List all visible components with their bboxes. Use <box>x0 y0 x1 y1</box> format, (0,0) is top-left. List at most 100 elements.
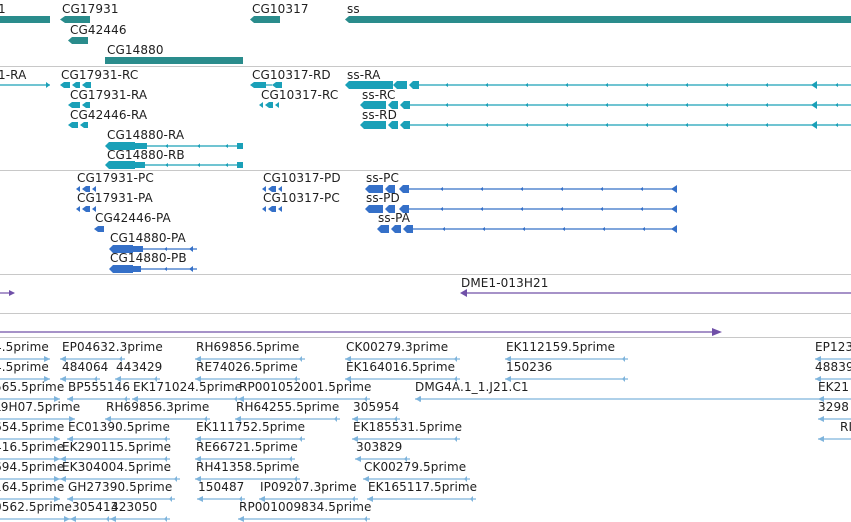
feature-label: CG10317-PC <box>263 191 340 205</box>
est-span-arrow-icon <box>0 516 70 522</box>
feature-label: 48839 <box>815 360 851 374</box>
feature-label: EC01390.5prime <box>68 420 170 434</box>
est-end-marker <box>204 416 207 422</box>
est-span-arrow-icon <box>67 436 170 442</box>
est-direction-arrowhead <box>115 376 121 382</box>
feature-label: 4.5prime <box>0 360 49 374</box>
clone-span-with-arrowhead-icon <box>460 289 851 297</box>
feature-label: 1-RA <box>0 68 27 82</box>
est-span-arrow-icon <box>195 456 295 462</box>
feature-label: ss-RD <box>362 108 397 122</box>
est-end-marker <box>470 496 473 502</box>
est-span-arrow-icon <box>60 376 100 382</box>
est-direction-arrowhead <box>505 356 511 362</box>
est-span-arrow-icon <box>0 436 60 442</box>
feature-label: RH69856.5prime <box>196 340 300 354</box>
feature-label: ss-RC <box>362 88 396 102</box>
transcript-with-direction-arrows-icon <box>76 186 96 192</box>
est-direction-arrowhead <box>54 396 60 402</box>
est-direction-arrowhead <box>67 436 73 442</box>
est-direction-arrowhead <box>54 496 60 502</box>
est-end-marker <box>294 376 297 382</box>
feature-label: CG10317-PD <box>263 171 341 185</box>
est-end-marker <box>94 376 97 382</box>
est-span-arrow-icon <box>105 416 210 422</box>
est-span-arrow-icon <box>352 416 400 422</box>
feature-label: EK171024.5prime <box>133 380 243 394</box>
est-direction-arrowhead <box>355 456 361 462</box>
est-end-marker <box>334 416 337 422</box>
feature-label: CG10317 <box>252 2 309 16</box>
est-span-arrow-icon <box>345 356 460 362</box>
est-span-arrow-icon <box>818 436 851 442</box>
track-separator <box>0 66 851 67</box>
track-separator <box>0 274 851 275</box>
est-span-arrow-icon <box>67 496 175 502</box>
feature-label: EK290115.5prime <box>62 440 172 454</box>
est-direction-arrowhead <box>195 436 201 442</box>
transcript-with-direction-arrows-icon <box>105 161 243 169</box>
feature-label: CG14880-RA <box>107 128 185 142</box>
track-transcripts-a: 1-RA CG17931-RC CG17931-RA CG42446-RA CG… <box>0 67 851 170</box>
transcript-with-direction-arrows-icon <box>68 102 90 108</box>
est-span-arrow-icon <box>505 376 628 382</box>
est-span-arrow-icon <box>60 356 125 362</box>
feature-label: CG14880-PB <box>110 251 187 265</box>
est-end-marker <box>164 456 167 462</box>
est-span-arrow-icon <box>195 436 305 442</box>
est-direction-arrowhead <box>64 516 70 522</box>
transcript-with-direction-arrows-icon <box>360 101 851 109</box>
feature-label: 0562.5prime <box>0 500 73 514</box>
gene-span-bar-icon <box>0 16 50 23</box>
est-direction-arrowhead <box>367 496 373 502</box>
est-direction-arrowhead <box>60 356 66 362</box>
est-direction-arrowhead <box>44 376 50 382</box>
feature-label: 443429 <box>116 360 163 374</box>
est-end-marker <box>299 356 302 362</box>
feature-label: 164.5prime <box>0 480 65 494</box>
transcript-with-direction-arrows-icon <box>360 121 851 129</box>
transcript-with-direction-arrows-icon <box>109 245 197 253</box>
est-span-arrow-icon <box>815 356 851 362</box>
est-end-marker <box>299 436 302 442</box>
est-end-marker <box>169 496 172 502</box>
feature-label: CG14880-RB <box>107 148 185 162</box>
track-clones: DME1-013H21 <box>0 275 851 337</box>
feature-label: EK111752.5prime <box>196 420 306 434</box>
feature-label: CG17931-PC <box>77 171 154 185</box>
est-span-arrow-icon <box>367 496 476 502</box>
est-span-arrow-icon <box>197 496 245 502</box>
est-direction-arrowhead <box>110 516 116 522</box>
feature-label: EK112159.5prime <box>506 340 616 354</box>
est-end-marker <box>164 436 167 442</box>
transcript-with-direction-arrows-icon <box>76 206 96 212</box>
est-end-marker <box>294 476 297 482</box>
track-separator <box>0 337 851 338</box>
feature-label: RH41358.5prime <box>196 460 300 474</box>
est-end-marker <box>404 456 407 462</box>
est-span-arrow-icon <box>70 516 112 522</box>
feature-label: L9H07.5prime <box>0 400 81 414</box>
est-direction-arrowhead <box>54 476 60 482</box>
track-genes: 1 CG17931 CG42446 CG14880 CG10317 ss <box>0 0 851 66</box>
est-span-arrow-icon <box>0 416 75 422</box>
feature-label: 1 <box>0 2 6 16</box>
est-direction-arrowhead <box>238 516 244 522</box>
est-span-arrow-icon <box>0 376 50 382</box>
feature-label: DMG4A.1_1.J21.C1 <box>415 380 529 394</box>
est-direction-arrowhead <box>60 376 66 382</box>
feature-label: BP555146 <box>68 380 131 394</box>
feature-label: RE74026.5prime <box>196 360 298 374</box>
feature-label: EP123 <box>815 340 851 354</box>
feature-label: IP09207.3prime <box>260 480 357 494</box>
gene-span-bar-icon <box>345 16 851 23</box>
feature-label: EK164016.5prime <box>346 360 456 374</box>
est-span-arrow-icon <box>815 376 851 382</box>
est-direction-arrowhead <box>345 376 351 382</box>
est-span-arrow-icon <box>0 396 60 402</box>
est-span-arrow-icon <box>67 396 130 402</box>
est-direction-arrowhead <box>195 356 201 362</box>
est-end-marker <box>454 436 457 442</box>
est-direction-arrowhead <box>352 416 358 422</box>
est-direction-arrowhead <box>105 416 111 422</box>
